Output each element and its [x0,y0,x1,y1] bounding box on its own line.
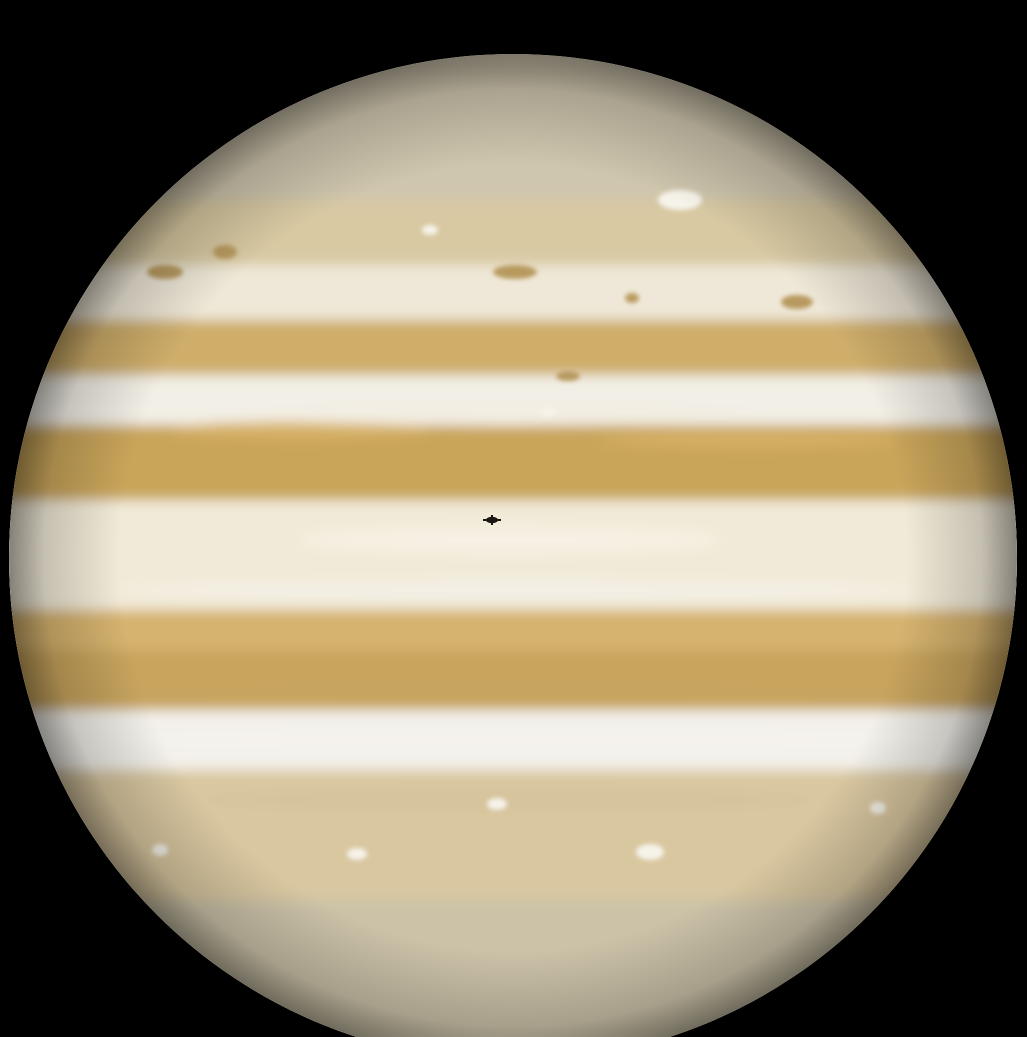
planet-disc [9,54,1017,1037]
moon-shadow-streak-vertical [491,515,493,525]
planet-limb-shading [9,54,1017,1037]
moon-shadow-icon [483,515,501,525]
